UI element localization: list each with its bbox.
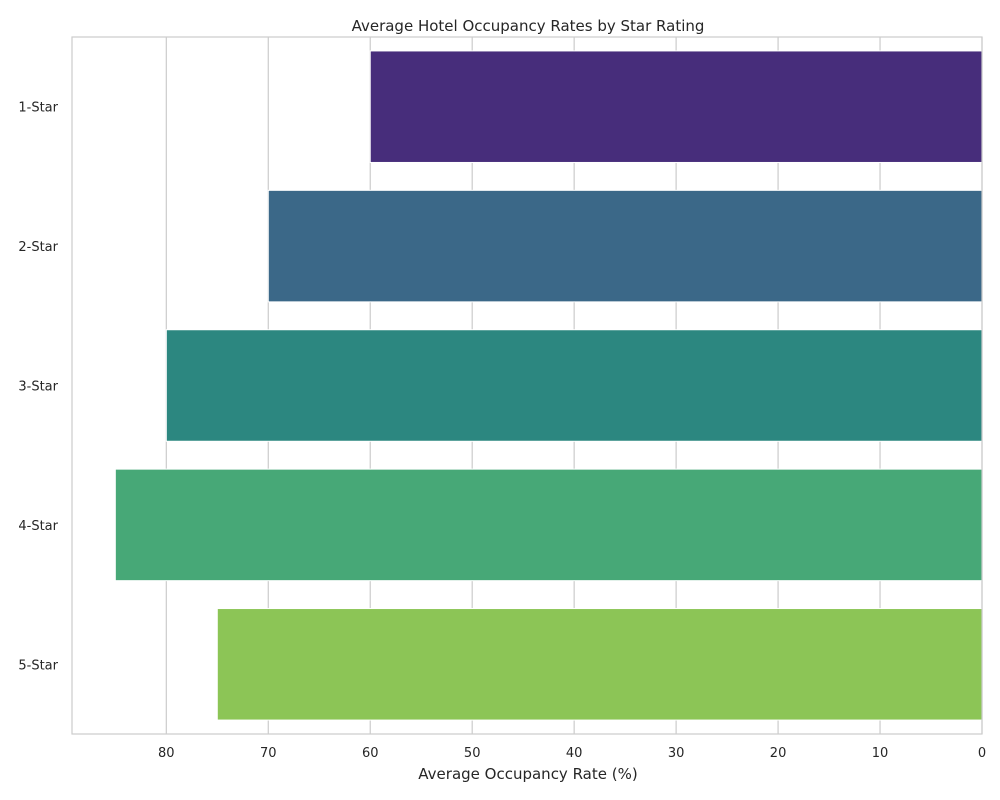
bar-3-star bbox=[165, 329, 983, 442]
x-tick-label: 0 bbox=[978, 746, 986, 761]
y-tick-label: 5-Star bbox=[18, 658, 58, 673]
x-tick-label: 30 bbox=[668, 746, 685, 761]
x-tick-label: 60 bbox=[362, 746, 379, 761]
bar-5-star bbox=[216, 608, 983, 721]
y-tick-label: 2-Star bbox=[18, 240, 58, 255]
x-axis-title: Average Occupancy Rate (%) bbox=[418, 765, 637, 783]
bar-2-star bbox=[267, 189, 983, 303]
chart-title: Average Hotel Occupancy Rates by Star Ra… bbox=[352, 17, 705, 35]
bar-1-star bbox=[369, 50, 983, 163]
y-tick-label: 4-Star bbox=[18, 519, 58, 534]
x-tick-labels: 80 70 60 50 40 30 20 10 0 bbox=[158, 746, 986, 761]
bar-4-star bbox=[114, 468, 983, 582]
x-tick-label: 40 bbox=[566, 746, 583, 761]
bars bbox=[114, 50, 983, 721]
x-tick-label: 80 bbox=[158, 746, 175, 761]
plot-frame bbox=[71, 36, 983, 735]
y-tick-label: 1-Star bbox=[18, 101, 58, 116]
y-tick-label: 3-Star bbox=[18, 380, 58, 395]
x-tick-label: 50 bbox=[464, 746, 481, 761]
y-tick-labels: 1-Star 2-Star 3-Star 4-Star 5-Star bbox=[18, 101, 58, 674]
x-tick-label: 10 bbox=[872, 746, 889, 761]
x-tick-label: 20 bbox=[770, 746, 787, 761]
x-tick-label: 70 bbox=[260, 746, 277, 761]
